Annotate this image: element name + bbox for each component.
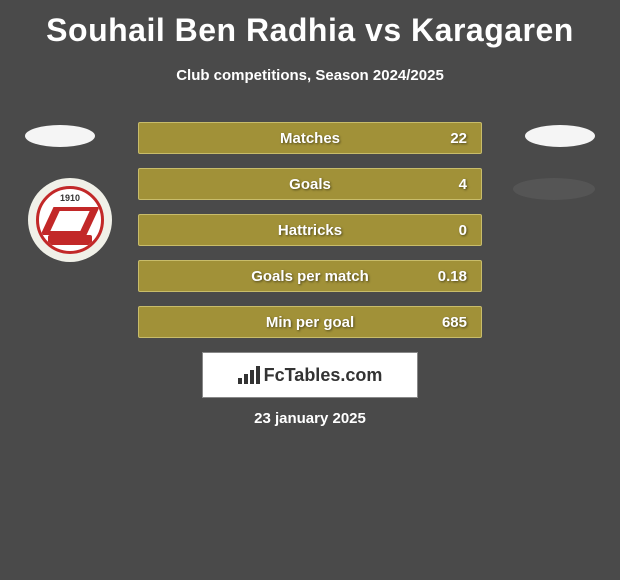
club-logo-inner: 1910 xyxy=(36,186,104,254)
date-text: 23 january 2025 xyxy=(254,410,366,427)
stat-label: Matches xyxy=(280,130,340,147)
stat-row: Matches 22 xyxy=(138,122,482,154)
brand-box: FcTables.com xyxy=(202,352,418,398)
stat-value: 0.18 xyxy=(438,268,467,285)
infographic-container: Souhail Ben Radhia vs Karagaren Club com… xyxy=(0,0,620,580)
stats-table: Matches 22 Goals 4 Hattricks 0 Goals per… xyxy=(138,122,482,352)
club-logo: 1910 xyxy=(28,178,112,262)
stat-label: Goals xyxy=(289,176,331,193)
stat-label: Hattricks xyxy=(278,222,342,239)
stat-row: Min per goal 685 xyxy=(138,306,482,338)
brand-text: FcTables.com xyxy=(264,365,383,386)
club-logo-outer: 1910 xyxy=(28,178,112,262)
stat-value: 22 xyxy=(450,130,467,147)
club-logo-banner xyxy=(48,235,92,245)
club-logo-year: 1910 xyxy=(60,193,80,203)
stat-row: Goals per match 0.18 xyxy=(138,260,482,292)
stat-label: Min per goal xyxy=(266,314,354,331)
stat-row: Hattricks 0 xyxy=(138,214,482,246)
stat-label: Goals per match xyxy=(251,268,369,285)
stat-value: 685 xyxy=(442,314,467,331)
stat-value: 0 xyxy=(459,222,467,239)
player-right-badge-bottom xyxy=(513,178,595,200)
stat-value: 4 xyxy=(459,176,467,193)
player-right-badge-top xyxy=(525,125,595,147)
chart-icon xyxy=(238,366,260,384)
stat-row: Goals 4 xyxy=(138,168,482,200)
page-title: Souhail Ben Radhia vs Karagaren xyxy=(0,0,620,49)
player-left-badge xyxy=(25,125,95,147)
page-subtitle: Club competitions, Season 2024/2025 xyxy=(0,67,620,84)
